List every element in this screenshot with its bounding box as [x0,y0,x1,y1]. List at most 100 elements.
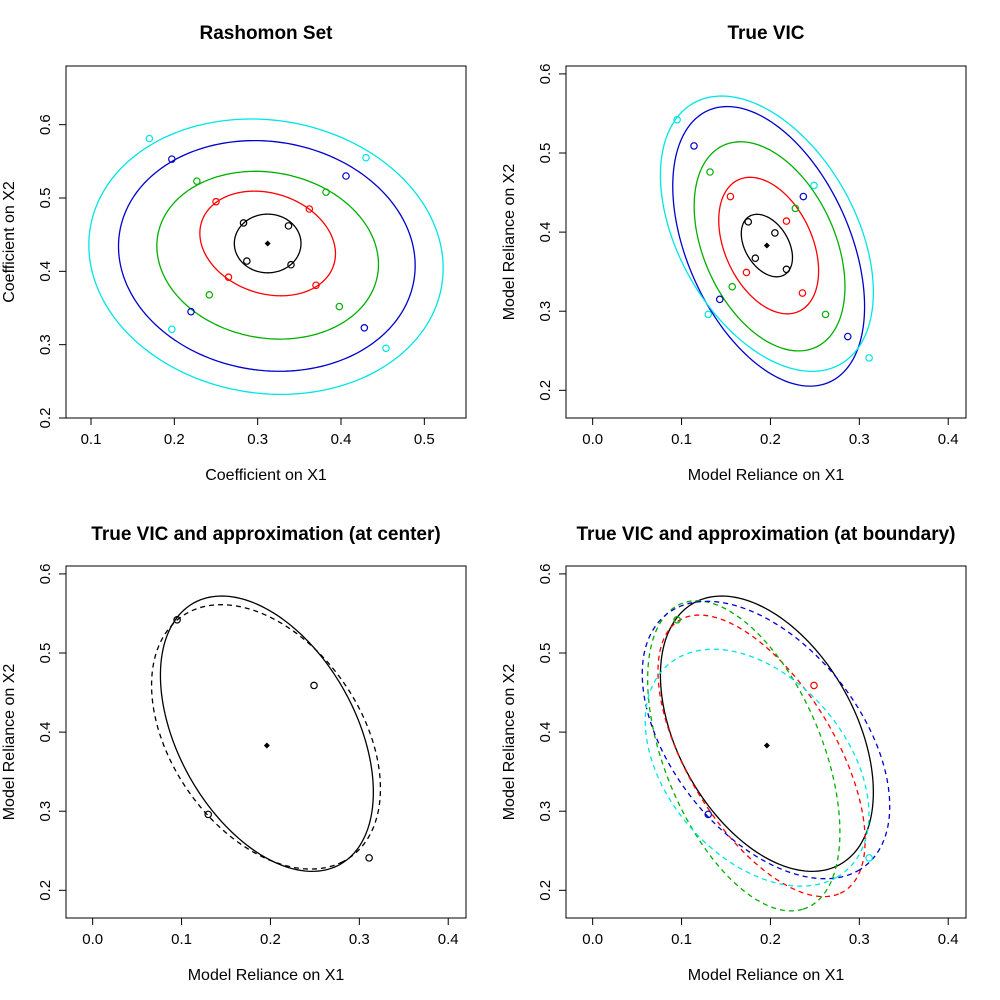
x-tick-label: 0.5 [414,431,435,448]
contour-ellipse-0 [659,595,874,873]
contour-ellipse-1 [657,614,866,898]
contour-ellipse-2 [693,141,846,352]
contour-point [810,181,818,190]
contour-point [744,218,753,226]
y-tick-label: 0.4 [37,722,54,743]
contour-point [335,302,344,311]
y-tick-label: 0.4 [537,722,554,743]
contour-point [310,681,318,690]
panel-vic-approx-boundary: True VIC and approximation (at boundary)… [501,524,967,984]
y-axis: 0.2 0.3 0.4 0.5 0.6 [537,63,567,401]
contour-point [673,615,681,624]
y-tick-label: 0.6 [37,114,54,135]
x-tick-label: 0.3 [247,431,268,448]
contour-layer [641,595,891,912]
x-axis: 0.0 0.1 0.2 0.3 0.4 [582,417,959,448]
y-axis-label: Model Reliance on X2 [501,164,518,321]
contour-point [742,268,751,277]
x-tick-label: 0.1 [81,431,102,448]
contour-ellipse-3 [117,139,416,372]
x-tick-label: 0.3 [849,431,870,448]
contour-layer [150,595,382,873]
contour-point [782,265,791,274]
panel-true-vic: True VIC 0.0 0.1 0.2 0.3 0.4 0.2 0.3 0.4 0.5 0.6… [501,23,967,484]
y-tick-label: 0.2 [37,408,54,429]
contour-point [798,289,807,297]
contour-point [751,254,760,263]
contour-point [365,854,373,862]
contour-point [168,155,176,163]
contour-point [728,282,737,291]
x-axis: 0.0 0.1 0.2 0.3 0.4 [582,917,959,948]
panel-vic-approx-center: True VIC and approximation (at center) 0… [1,524,467,984]
contour-ellipse-0 [159,595,374,873]
contour-point [726,192,735,201]
y-axis: 0.2 0.3 0.4 0.5 0.6 [37,563,67,901]
y-tick-label: 0.5 [537,643,554,664]
contour-point [287,260,295,269]
x-tick-label: 0.1 [671,431,692,448]
contour-ellipse-4 [659,95,874,373]
contour-point [322,188,330,196]
contour-point [342,172,350,180]
contour-point [173,615,181,624]
y-tick-label: 0.3 [537,301,554,322]
contour-point [360,323,369,332]
y-axis-label: Coefficient on X2 [1,181,18,303]
x-tick-label: 0.4 [331,431,352,448]
contour-point [204,810,213,819]
contour-ellipse-0 [233,213,302,274]
x-tick-label: 0.0 [82,931,103,948]
contour-point [706,168,714,176]
contour-point [690,142,698,150]
y-axis: 0.2 0.3 0.4 0.5 0.6 [537,563,567,901]
y-tick-label: 0.5 [537,143,554,164]
panel-title: Rashomon Set [199,23,333,44]
contour-point [704,810,713,819]
contour-point [673,115,681,124]
contour-point [821,310,830,319]
x-tick-label: 0.2 [164,431,185,448]
x-tick-label: 0.2 [760,931,781,948]
x-tick-label: 0.0 [582,931,603,948]
contour-point [799,192,808,201]
y-tick-label: 0.4 [37,261,54,282]
x-tick-label: 0.3 [849,931,870,948]
y-tick-label: 0.5 [37,643,54,664]
y-axis-label: Model Reliance on X2 [501,664,518,821]
x-tick-label: 0.2 [260,931,281,948]
y-tick-label: 0.2 [537,380,554,401]
x-axis: 0.0 0.1 0.2 0.3 0.4 [82,917,459,948]
contour-point [771,229,779,237]
y-tick-label: 0.6 [537,63,554,84]
center-marker [763,242,770,249]
contour-ellipse-2 [156,170,380,340]
contour-point [791,204,800,213]
x-tick-label: 0.4 [938,931,959,948]
contour-ellipse-1 [718,176,820,315]
y-tick-label: 0.4 [537,222,554,243]
y-tick-label: 0.3 [37,334,54,355]
x-tick-label: 0.0 [582,431,603,448]
center-marker [264,240,271,247]
y-tick-label: 0.3 [37,801,54,822]
contour-point [239,219,248,227]
contour-point [704,310,713,319]
panel-title: True VIC and approximation (at boundary) [577,524,956,545]
contour-point [865,354,873,362]
x-axis-label: Model Reliance on X1 [188,967,345,984]
y-tick-label: 0.6 [537,563,554,584]
contour-point [243,257,251,265]
contour-point [305,205,314,213]
contour-ellipse-1 [150,604,382,870]
panel-title: True VIC [727,23,804,44]
center-marker [263,742,270,749]
y-tick-label: 0.5 [37,188,54,209]
contour-point [205,290,214,299]
y-tick-label: 0.3 [537,801,554,822]
contour-point [187,307,195,316]
x-axis-label: Model Reliance on X1 [688,967,845,984]
center-marker [763,742,770,749]
contour-point [715,295,724,304]
